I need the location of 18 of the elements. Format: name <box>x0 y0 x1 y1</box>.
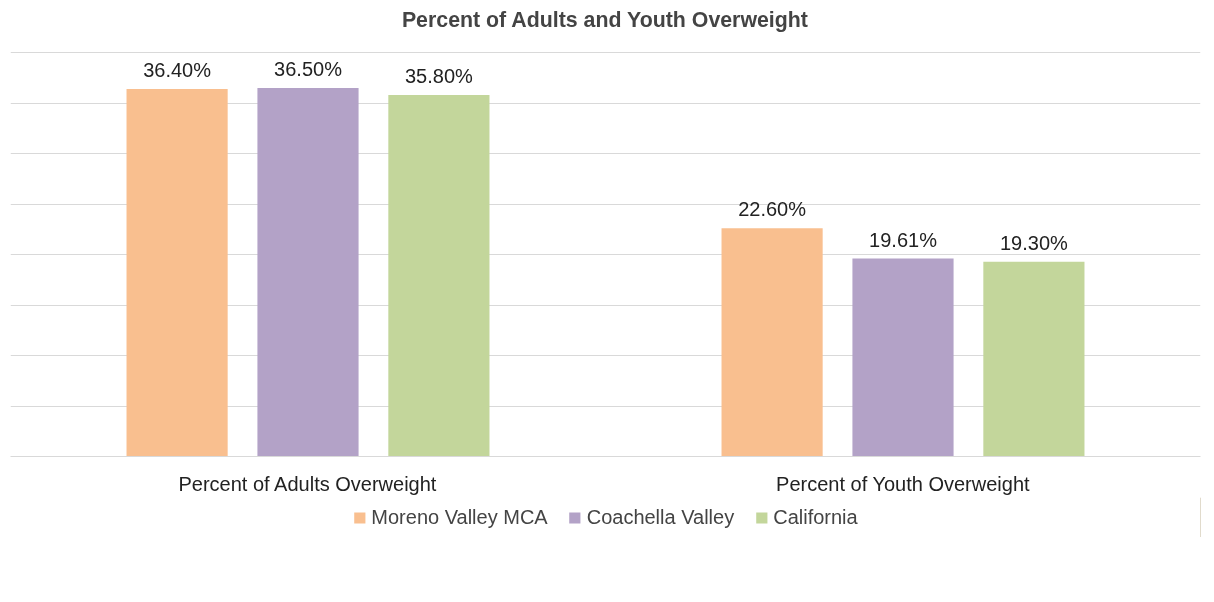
data-label: 36.50% <box>274 57 343 80</box>
bar <box>852 258 954 457</box>
legend-label: California <box>773 505 858 529</box>
chart-title: Percent of Adults and Youth Overweight <box>401 7 808 32</box>
bar <box>721 228 823 457</box>
bar <box>388 95 490 457</box>
legend-label: Moreno Valley MCA <box>371 505 548 529</box>
bar <box>257 87 359 457</box>
data-label: 19.30% <box>999 231 1069 254</box>
bar <box>126 89 228 457</box>
data-label: 19.61% <box>869 228 938 251</box>
data-label: 22.60% <box>738 198 807 221</box>
x-tick-label: Percent of Adults Overweight <box>178 472 437 495</box>
legend-label: Coachella Valley <box>586 505 735 529</box>
data-label: 36.40% <box>143 59 212 81</box>
bar <box>983 261 1085 457</box>
data-label: 35.80% <box>404 65 474 88</box>
x-tick-label: Percent of Youth Overweight <box>776 472 1031 495</box>
